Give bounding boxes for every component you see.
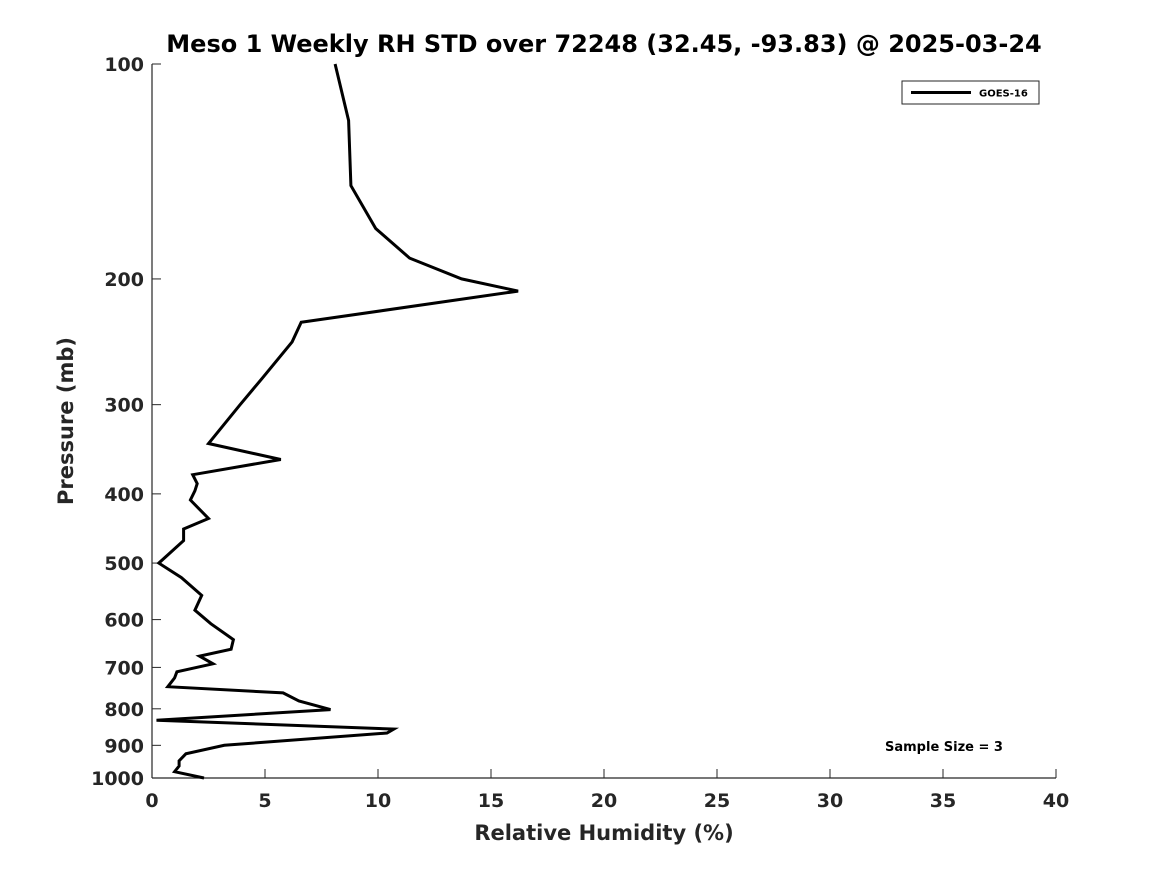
legend: GOES-16 [901, 80, 1040, 105]
x-tick-label: 0 [145, 790, 158, 812]
x-tick-label: 5 [258, 790, 271, 812]
x-tick-label: 25 [704, 790, 730, 812]
y-tick-label: 300 [104, 395, 144, 417]
x-ticks: 0 5 10 15 20 25 30 35 40 [145, 769, 1069, 812]
y-tick-label: 500 [104, 553, 144, 575]
x-tick-label: 30 [817, 790, 843, 812]
y-tick-label: 1000 [91, 768, 144, 790]
series-line-goes-16 [156, 63, 519, 780]
chart-title: Meso 1 Weekly RH STD over 72248 (32.45, … [166, 30, 1041, 58]
y-tick-label: 700 [104, 657, 144, 679]
y-tick-label: 200 [104, 269, 144, 291]
y-ticks: 100 200 300 400 500 600 700 800 900 1000 [91, 54, 161, 790]
y-axis-label: Pressure (mb) [54, 337, 78, 505]
x-tick-label: 40 [1043, 790, 1069, 812]
x-tick-label: 35 [930, 790, 956, 812]
x-axis-label: Relative Humidity (%) [474, 821, 733, 845]
x-tick-label: 15 [478, 790, 504, 812]
plot-axes [151, 64, 1056, 779]
x-tick-label: 10 [365, 790, 391, 812]
sample-size-annotation: Sample Size = 3 [885, 740, 1003, 755]
y-tick-label: 800 [104, 699, 144, 721]
y-tick-label: 900 [104, 735, 144, 757]
y-tick-label: 100 [104, 54, 144, 76]
y-tick-label: 400 [104, 484, 144, 506]
y-tick-label: 600 [104, 610, 144, 632]
legend-label: GOES-16 [979, 89, 1028, 100]
x-tick-label: 20 [591, 790, 617, 812]
